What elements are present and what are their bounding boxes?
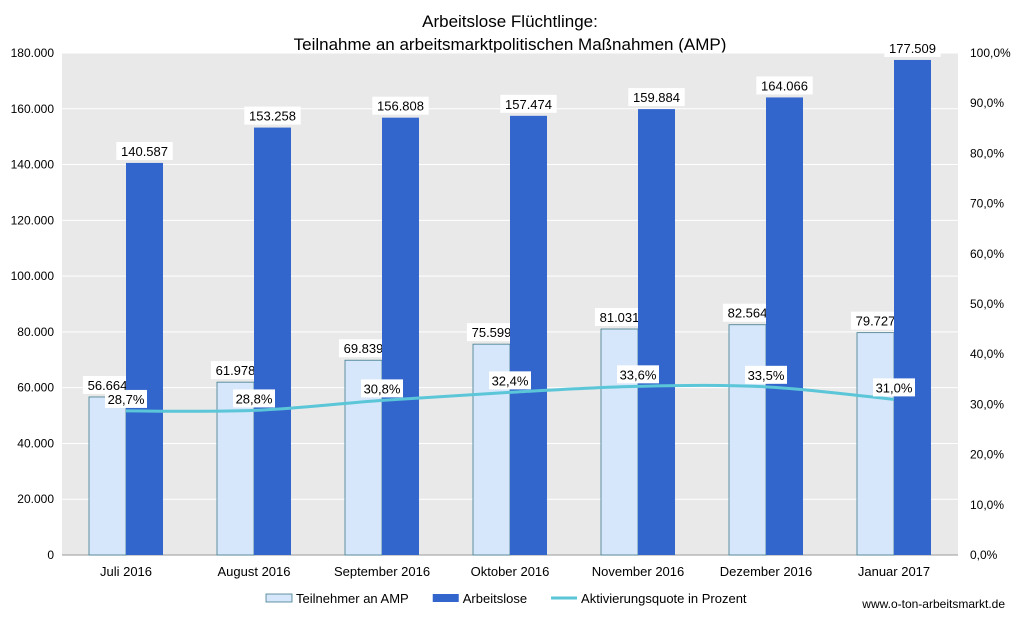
x-tick-label: Januar 2017	[858, 564, 930, 579]
x-tick-label: November 2016	[592, 564, 685, 579]
data-label-box	[722, 303, 773, 322]
bar-arbeitslose	[510, 115, 547, 555]
y-right-tick-label: 60,0%	[970, 247, 1004, 261]
data-label: 164.066	[761, 78, 808, 93]
bar-teilnehmer	[216, 381, 255, 556]
line-label: 32,4%	[492, 373, 529, 388]
x-tick-label: August 2016	[217, 564, 290, 579]
data-label-box	[500, 94, 557, 113]
y-left-tick-label: 160.000	[11, 102, 55, 116]
data-label: 81.031	[600, 310, 640, 325]
data-label-box	[372, 96, 429, 115]
bar-arbeitslose	[638, 109, 675, 555]
line-label-box	[361, 379, 403, 398]
x-tick-label: Oktober 2016	[471, 564, 550, 579]
legend: Teilnehmer an AMP Arbeitslose Aktivierungs…	[265, 591, 747, 606]
y-right-tick-label: 70,0%	[970, 197, 1004, 211]
data-label: 153.258	[249, 109, 296, 124]
data-label: 75.599	[472, 325, 512, 340]
bar-teilnehmer	[728, 324, 767, 556]
y-right-tick-label: 10,0%	[970, 498, 1004, 512]
y-left-tick-label: 100.000	[11, 269, 55, 283]
line-label: 31,0%	[876, 380, 913, 395]
data-label: 177.509	[889, 41, 936, 56]
y-right-tick-label: 40,0%	[970, 347, 1004, 361]
data-label-box	[756, 76, 813, 95]
legend-swatch	[265, 593, 293, 603]
y-left-tick-label: 120.000	[11, 213, 55, 227]
line-label-box	[105, 389, 147, 408]
plot-area: 0 20.000 40.000 60.000 80.000 100.000 120.000 1…	[11, 38, 1011, 579]
legend-label: Arbeitslose	[463, 591, 527, 606]
line-label-box	[745, 365, 787, 384]
y-left-tick-label: 20.000	[17, 492, 54, 506]
data-label: 79.727	[856, 314, 896, 329]
y-left-tick-label: 80.000	[17, 325, 54, 339]
bar-arbeitslose	[894, 59, 931, 556]
data-label-box	[594, 308, 645, 327]
line-label: 33,5%	[748, 368, 785, 383]
line-label: 30,8%	[364, 381, 401, 396]
data-label-box	[210, 361, 261, 380]
data-label-box	[850, 311, 901, 330]
data-label: 159.884	[633, 90, 680, 105]
data-label-box	[82, 375, 133, 394]
y-right-tick-label: 30,0%	[970, 397, 1004, 411]
y-left-tick-label: 180.000	[11, 46, 55, 60]
legend-label: Aktivierungsquote in Prozent	[581, 591, 747, 606]
x-tick-label: Dezember 2016	[720, 564, 813, 579]
line-label-box	[873, 378, 915, 397]
data-label: 156.808	[377, 99, 424, 114]
y-right-tick-label: 100,0%	[970, 46, 1011, 60]
line-label: 33,6%	[620, 367, 657, 382]
data-label: 157.474	[505, 97, 552, 112]
chart-title-line-1: Arbeitslose Flüchtlinge:	[422, 12, 598, 31]
y-left-tick-label: 60.000	[17, 381, 54, 395]
data-label: 56.664	[88, 378, 128, 393]
data-label-box	[244, 106, 301, 125]
bar-arbeitslose	[254, 127, 291, 555]
bar-teilnehmer	[856, 332, 895, 556]
line-label: 28,8%	[236, 391, 273, 406]
bar-arbeitslose	[126, 162, 163, 556]
y-right-tick-label: 20,0%	[970, 448, 1004, 462]
y-right-tick-label: 90,0%	[970, 96, 1004, 110]
chart-title-line-2: Teilnahme an arbeitsmarktpolitischen Maß…	[294, 35, 727, 54]
data-label-box	[466, 323, 517, 342]
data-label: 140.587	[121, 144, 168, 159]
legend-label: Teilnehmer an AMP	[296, 591, 409, 606]
line-aktivierungsquote	[125, 383, 895, 413]
line-label-box	[489, 371, 531, 390]
data-label-box	[116, 141, 173, 160]
line-label-box	[233, 389, 275, 408]
line-label: 28,7%	[108, 392, 145, 407]
bar-teilnehmer	[600, 328, 639, 556]
bar-teilnehmer	[88, 396, 127, 556]
data-label: 82.564	[728, 306, 768, 321]
source-note: www.o-ton-arbeitsmarkt.de	[861, 597, 1005, 611]
y-left-tick-label: 40.000	[17, 436, 54, 450]
y-left-tick-label: 140.000	[11, 158, 55, 172]
line-label-box	[617, 365, 659, 384]
bar-arbeitslose	[382, 117, 419, 556]
bar-arbeitslose	[766, 97, 803, 555]
y-right-tick-label: 50,0%	[970, 297, 1004, 311]
legend-swatch	[432, 594, 459, 602]
y-right-tick-label: 0,0%	[970, 548, 998, 562]
data-label: 61.978	[216, 363, 256, 378]
data-label-box	[628, 88, 685, 107]
y-right-tick-label: 80,0%	[970, 146, 1004, 160]
x-tick-label: September 2016	[334, 564, 430, 579]
data-label: 69.839	[344, 341, 384, 356]
y-left-tick-label: 0	[47, 548, 54, 562]
data-label-box	[884, 38, 941, 57]
data-label-box	[338, 339, 389, 358]
x-tick-label: Juli 2016	[100, 564, 152, 579]
